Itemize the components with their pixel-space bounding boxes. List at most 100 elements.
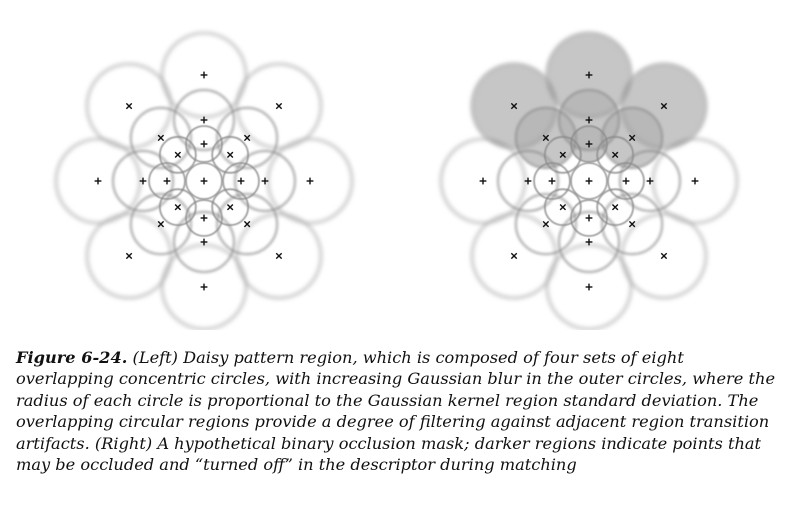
sample-plus-marker <box>622 177 630 185</box>
daisy-circle <box>596 188 635 227</box>
ring-level-1 <box>570 162 608 200</box>
sample-x-marker <box>559 151 567 159</box>
sample-plus-marker <box>479 177 487 185</box>
daisy-circle <box>172 210 236 274</box>
sample-plus-marker <box>691 177 699 185</box>
daisy-circle <box>216 106 279 169</box>
daisy-circle <box>601 106 664 169</box>
sample-plus-marker <box>585 177 593 185</box>
daisy-circle <box>470 212 558 300</box>
sample-plus-marker <box>646 177 654 185</box>
daisy-diagram <box>54 31 739 331</box>
sample-plus-marker <box>139 177 147 185</box>
sample-x-marker <box>510 102 518 110</box>
figure-caption: Figure 6-24. (Left) Daisy pattern region… <box>16 347 778 475</box>
daisy-circle <box>211 188 250 227</box>
sample-plus-marker <box>200 177 208 185</box>
daisy-circle <box>216 193 279 256</box>
sample-plus-marker <box>306 177 314 185</box>
sample-x-marker <box>628 220 636 228</box>
sample-x-marker <box>226 203 234 211</box>
daisy-circle <box>185 125 223 163</box>
sample-x-marker <box>611 151 619 159</box>
figure-area <box>54 31 739 331</box>
daisy-circle <box>601 193 664 256</box>
sample-markers <box>479 71 699 291</box>
daisy-circle <box>470 62 558 150</box>
sample-plus-marker <box>200 214 208 222</box>
figure-label: Figure 6-24. <box>16 348 128 367</box>
daisy-circle <box>158 188 197 227</box>
sample-plus-marker <box>585 238 593 246</box>
daisy-circle <box>148 162 186 200</box>
daisy-circle <box>211 135 250 174</box>
sample-plus-marker <box>585 283 593 291</box>
daisy-circle <box>158 135 197 174</box>
daisy-circle <box>496 149 560 213</box>
sample-x-marker <box>275 252 283 260</box>
sample-plus-marker <box>548 177 556 185</box>
daisy-circle <box>557 210 621 274</box>
daisy-circle <box>172 88 236 152</box>
daisy-circle <box>570 125 608 163</box>
sample-plus-marker <box>94 177 102 185</box>
sample-plus-marker <box>585 140 593 148</box>
sample-x-marker <box>243 134 251 142</box>
daisy-circle <box>514 106 577 169</box>
daisy-circle <box>543 188 582 227</box>
sample-x-marker <box>542 134 550 142</box>
daisy-circle <box>620 212 708 300</box>
sample-plus-marker <box>200 238 208 246</box>
sample-x-marker <box>125 252 133 260</box>
daisy-circle <box>235 212 323 300</box>
daisy-circle <box>129 193 192 256</box>
sample-x-marker <box>660 102 668 110</box>
sample-x-marker <box>510 252 518 260</box>
sample-x-marker <box>174 203 182 211</box>
ring-level-1 <box>185 162 223 200</box>
daisy-circle <box>514 193 577 256</box>
daisy-circle <box>620 62 708 150</box>
daisy-circle <box>235 62 323 150</box>
daisy-circle <box>533 162 571 200</box>
ring-level-2 <box>533 125 645 237</box>
daisy-circle <box>129 106 192 169</box>
figure-caption-text: (Left) Daisy pattern region, which is co… <box>16 348 776 475</box>
sample-x-marker <box>628 134 636 142</box>
sample-plus-marker <box>163 177 171 185</box>
sample-x-marker <box>611 203 619 211</box>
daisy-circle <box>85 212 173 300</box>
sample-x-marker <box>157 220 165 228</box>
daisy-circle <box>596 135 635 174</box>
daisy-circle <box>543 135 582 174</box>
daisy-circle <box>185 162 223 200</box>
sample-x-marker <box>226 151 234 159</box>
daisy-circle <box>85 62 173 150</box>
sample-plus-marker <box>237 177 245 185</box>
sample-x-marker <box>243 220 251 228</box>
daisy-circle <box>607 162 645 200</box>
sample-markers <box>94 71 314 291</box>
sample-x-marker <box>157 134 165 142</box>
sample-plus-marker <box>524 177 532 185</box>
sample-x-marker <box>125 102 133 110</box>
sample-plus-marker <box>261 177 269 185</box>
sample-x-marker <box>660 252 668 260</box>
sample-x-marker <box>559 203 567 211</box>
sample-x-marker <box>174 151 182 159</box>
daisy-panel-left <box>54 31 354 331</box>
ring-level-3 <box>496 88 682 274</box>
daisy-circle <box>557 88 621 152</box>
daisy-circle <box>618 149 682 213</box>
daisy-circle <box>185 199 223 237</box>
daisy-circle <box>570 199 608 237</box>
sample-plus-marker <box>200 283 208 291</box>
daisy-panel-right-occlusion-mask <box>439 31 739 331</box>
sample-plus-marker <box>200 116 208 124</box>
sample-plus-marker <box>200 140 208 148</box>
sample-x-marker <box>542 220 550 228</box>
daisy-circle <box>570 162 608 200</box>
ring-level-3 <box>111 88 297 274</box>
daisy-circle <box>233 149 297 213</box>
sample-plus-marker <box>200 71 208 79</box>
